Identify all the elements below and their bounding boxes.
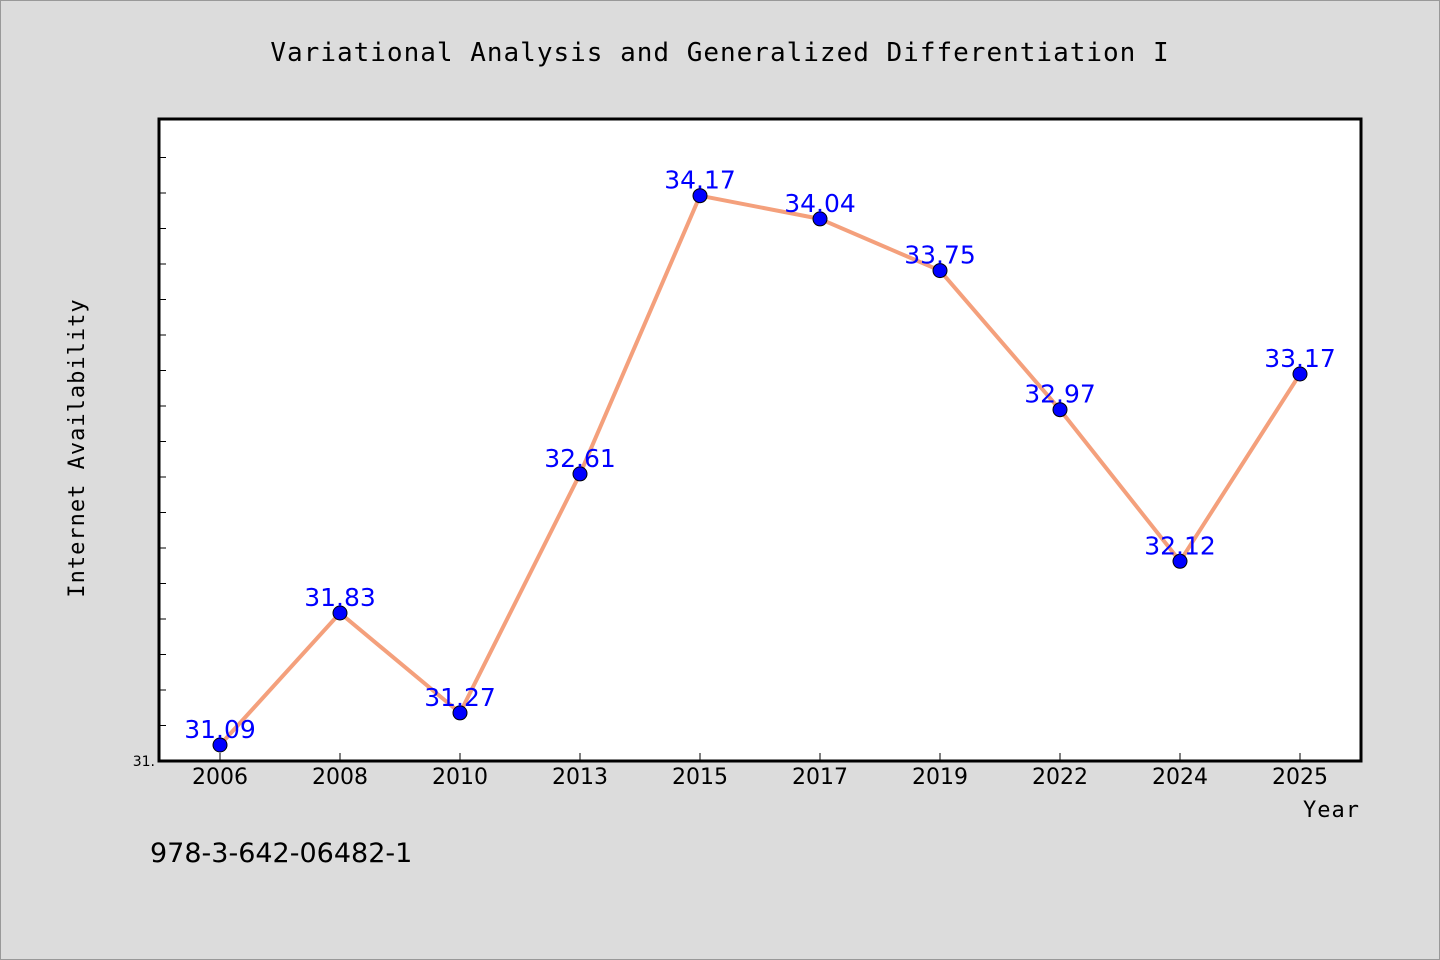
data-label: 32.97	[1024, 380, 1096, 409]
x-tick-label: 2024	[1152, 765, 1208, 790]
x-tick-label: 2017	[792, 765, 848, 790]
x-tick-label: 2013	[552, 765, 608, 790]
data-label: 32.12	[1144, 531, 1216, 560]
footnote: 978-3-642-06482-1	[150, 838, 412, 869]
x-tick-label: 2022	[1032, 765, 1088, 790]
data-label: 33.75	[904, 241, 976, 270]
data-label: 34.04	[784, 189, 856, 218]
data-point	[812, 211, 828, 227]
data-point	[332, 605, 348, 621]
x-tick-label: 2015	[672, 765, 728, 790]
x-axis-tick-labels: 2006 2008 2010 2013 2015 2017 2019 2022 2024 2025	[192, 765, 1328, 790]
data-label: 31.09	[184, 715, 256, 744]
series-line	[218, 193, 1302, 747]
data-label: 31.83	[304, 583, 376, 612]
x-tick-label: 2019	[912, 765, 968, 790]
chart-title: Variational Analysis and Generalized Dif…	[270, 38, 1169, 68]
data-point	[1292, 366, 1308, 382]
data-point	[1052, 402, 1068, 418]
data-point	[932, 263, 948, 279]
x-tick-label: 2010	[432, 765, 488, 790]
x-tick-label: 2006	[192, 765, 248, 790]
data-label: 33.17	[1264, 344, 1336, 373]
x-axis-label: Year	[1303, 798, 1360, 823]
x-tick-label: 2008	[312, 765, 368, 790]
x-tick-label: 2025	[1272, 765, 1328, 790]
data-label: 32.61	[544, 444, 616, 473]
data-label: 34.17	[664, 166, 736, 195]
data-label: 31.27	[424, 683, 496, 712]
series-group: 31.09 31.83 31.27 32.61 34.17 34.04 33.75 32.97…	[184, 166, 1336, 753]
y-axis-label: Internet Availability	[65, 298, 90, 597]
plot-area	[159, 119, 1361, 761]
data-point	[212, 737, 228, 753]
y-axis-tick-label: 31.	[133, 754, 155, 770]
data-point	[1172, 553, 1188, 569]
data-point	[572, 466, 588, 482]
data-point	[692, 188, 708, 204]
data-point	[452, 705, 468, 721]
plot-border	[157, 117, 1363, 763]
